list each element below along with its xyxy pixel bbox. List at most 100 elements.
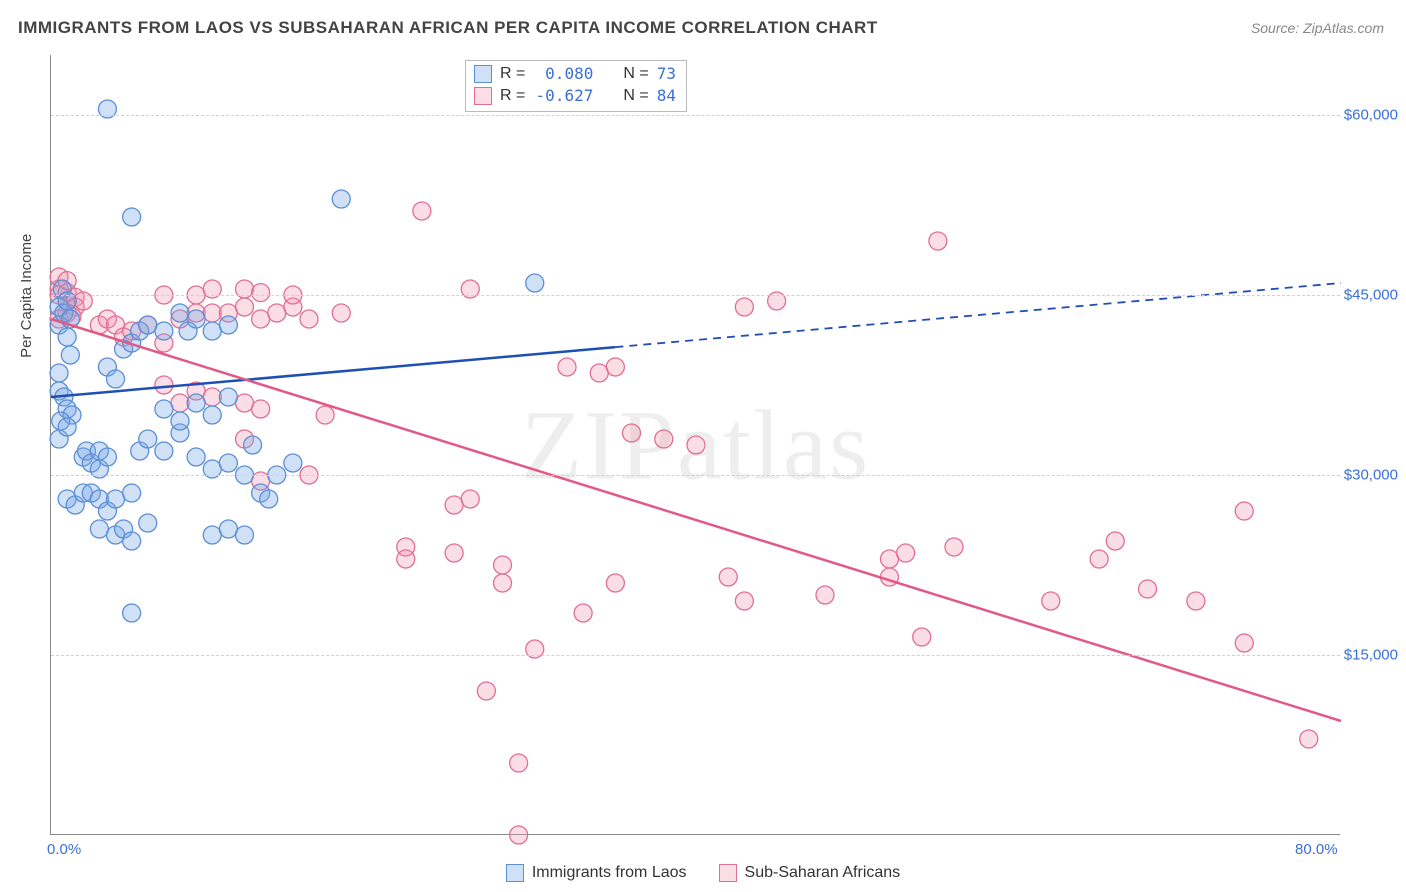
point-laos — [107, 370, 125, 388]
point-subsaharan — [445, 544, 463, 562]
swatch-blue — [474, 65, 492, 83]
point-subsaharan — [252, 310, 270, 328]
point-subsaharan — [1106, 532, 1124, 550]
point-subsaharan — [413, 202, 431, 220]
plot-area: ZIPatlas $15,000$30,000$45,000$60,0000.0… — [50, 55, 1340, 835]
point-laos — [187, 448, 205, 466]
x-tick-label: 80.0% — [1295, 841, 1338, 858]
stats-row-series-2: R = -0.627 N = 84 — [474, 85, 676, 107]
stats-legend-box: R = 0.080 N = 73 R = -0.627 N = 84 — [465, 60, 687, 112]
point-laos — [50, 364, 68, 382]
r-label: R = — [500, 85, 525, 107]
gridline-h — [51, 655, 1400, 656]
y-tick-label: $30,000 — [1342, 467, 1400, 484]
point-laos — [203, 322, 221, 340]
point-subsaharan — [397, 550, 415, 568]
point-laos — [139, 514, 157, 532]
r-label: R = — [500, 63, 525, 85]
point-laos — [123, 208, 141, 226]
point-subsaharan — [494, 574, 512, 592]
point-laos — [107, 490, 125, 508]
point-laos — [219, 520, 237, 538]
gridline-h — [51, 115, 1400, 116]
point-subsaharan — [316, 406, 334, 424]
point-subsaharan — [897, 544, 915, 562]
swatch-blue — [506, 864, 524, 882]
source-attribution: Source: ZipAtlas.com — [1251, 20, 1384, 36]
point-subsaharan — [300, 310, 318, 328]
point-subsaharan — [606, 358, 624, 376]
gridline-h — [51, 475, 1400, 476]
point-subsaharan — [510, 754, 528, 772]
bottom-legend: Immigrants from Laos Sub-Saharan African… — [0, 864, 1406, 882]
x-tick-label: 0.0% — [47, 841, 81, 858]
point-subsaharan — [1235, 502, 1253, 520]
regression-line-subsaharan — [51, 319, 1341, 721]
chart-container: IMMIGRANTS FROM LAOS VS SUBSAHARAN AFRIC… — [0, 0, 1406, 892]
point-laos — [58, 328, 76, 346]
point-subsaharan — [236, 298, 254, 316]
y-axis-label: Per Capita Income — [18, 234, 35, 358]
swatch-pink — [474, 87, 492, 105]
point-laos — [187, 394, 205, 412]
point-subsaharan — [606, 574, 624, 592]
point-subsaharan — [881, 550, 899, 568]
point-laos — [155, 442, 173, 460]
point-subsaharan — [1139, 580, 1157, 598]
point-laos — [155, 400, 173, 418]
point-subsaharan — [945, 538, 963, 556]
point-subsaharan — [252, 284, 270, 302]
point-subsaharan — [1042, 592, 1060, 610]
point-subsaharan — [477, 682, 495, 700]
point-laos — [332, 190, 350, 208]
point-laos — [61, 346, 79, 364]
point-subsaharan — [558, 358, 576, 376]
point-subsaharan — [735, 298, 753, 316]
point-subsaharan — [155, 376, 173, 394]
point-subsaharan — [494, 556, 512, 574]
point-subsaharan — [687, 436, 705, 454]
point-laos — [171, 304, 189, 322]
point-laos — [203, 406, 221, 424]
point-laos — [219, 388, 237, 406]
y-tick-label: $15,000 — [1342, 647, 1400, 664]
point-laos — [526, 274, 544, 292]
y-tick-label: $60,000 — [1342, 107, 1400, 124]
point-laos — [90, 520, 108, 538]
point-subsaharan — [510, 826, 528, 844]
point-laos — [284, 454, 302, 472]
point-laos — [236, 526, 254, 544]
point-laos — [58, 418, 76, 436]
point-subsaharan — [913, 628, 931, 646]
point-subsaharan — [735, 592, 753, 610]
legend-item-2: Sub-Saharan Africans — [719, 864, 901, 882]
point-subsaharan — [929, 232, 947, 250]
point-subsaharan — [623, 424, 641, 442]
point-subsaharan — [268, 304, 286, 322]
point-subsaharan — [1090, 550, 1108, 568]
point-subsaharan — [816, 586, 834, 604]
point-subsaharan — [203, 388, 221, 406]
point-laos — [260, 490, 278, 508]
point-subsaharan — [461, 490, 479, 508]
point-laos — [123, 604, 141, 622]
regression-line-laos — [51, 347, 615, 397]
point-laos — [123, 484, 141, 502]
point-laos — [187, 310, 205, 328]
point-laos — [219, 454, 237, 472]
point-subsaharan — [590, 364, 608, 382]
point-subsaharan — [445, 496, 463, 514]
legend-label-1: Immigrants from Laos — [532, 864, 687, 882]
point-subsaharan — [332, 304, 350, 322]
legend-item-1: Immigrants from Laos — [506, 864, 687, 882]
legend-label-2: Sub-Saharan Africans — [745, 864, 901, 882]
point-subsaharan — [1235, 634, 1253, 652]
point-subsaharan — [1187, 592, 1205, 610]
stats-row-series-1: R = 0.080 N = 73 — [474, 63, 676, 85]
swatch-pink — [719, 864, 737, 882]
point-subsaharan — [655, 430, 673, 448]
point-subsaharan — [171, 394, 189, 412]
point-subsaharan — [719, 568, 737, 586]
point-subsaharan — [252, 400, 270, 418]
n-value-2: 84 — [657, 85, 676, 107]
